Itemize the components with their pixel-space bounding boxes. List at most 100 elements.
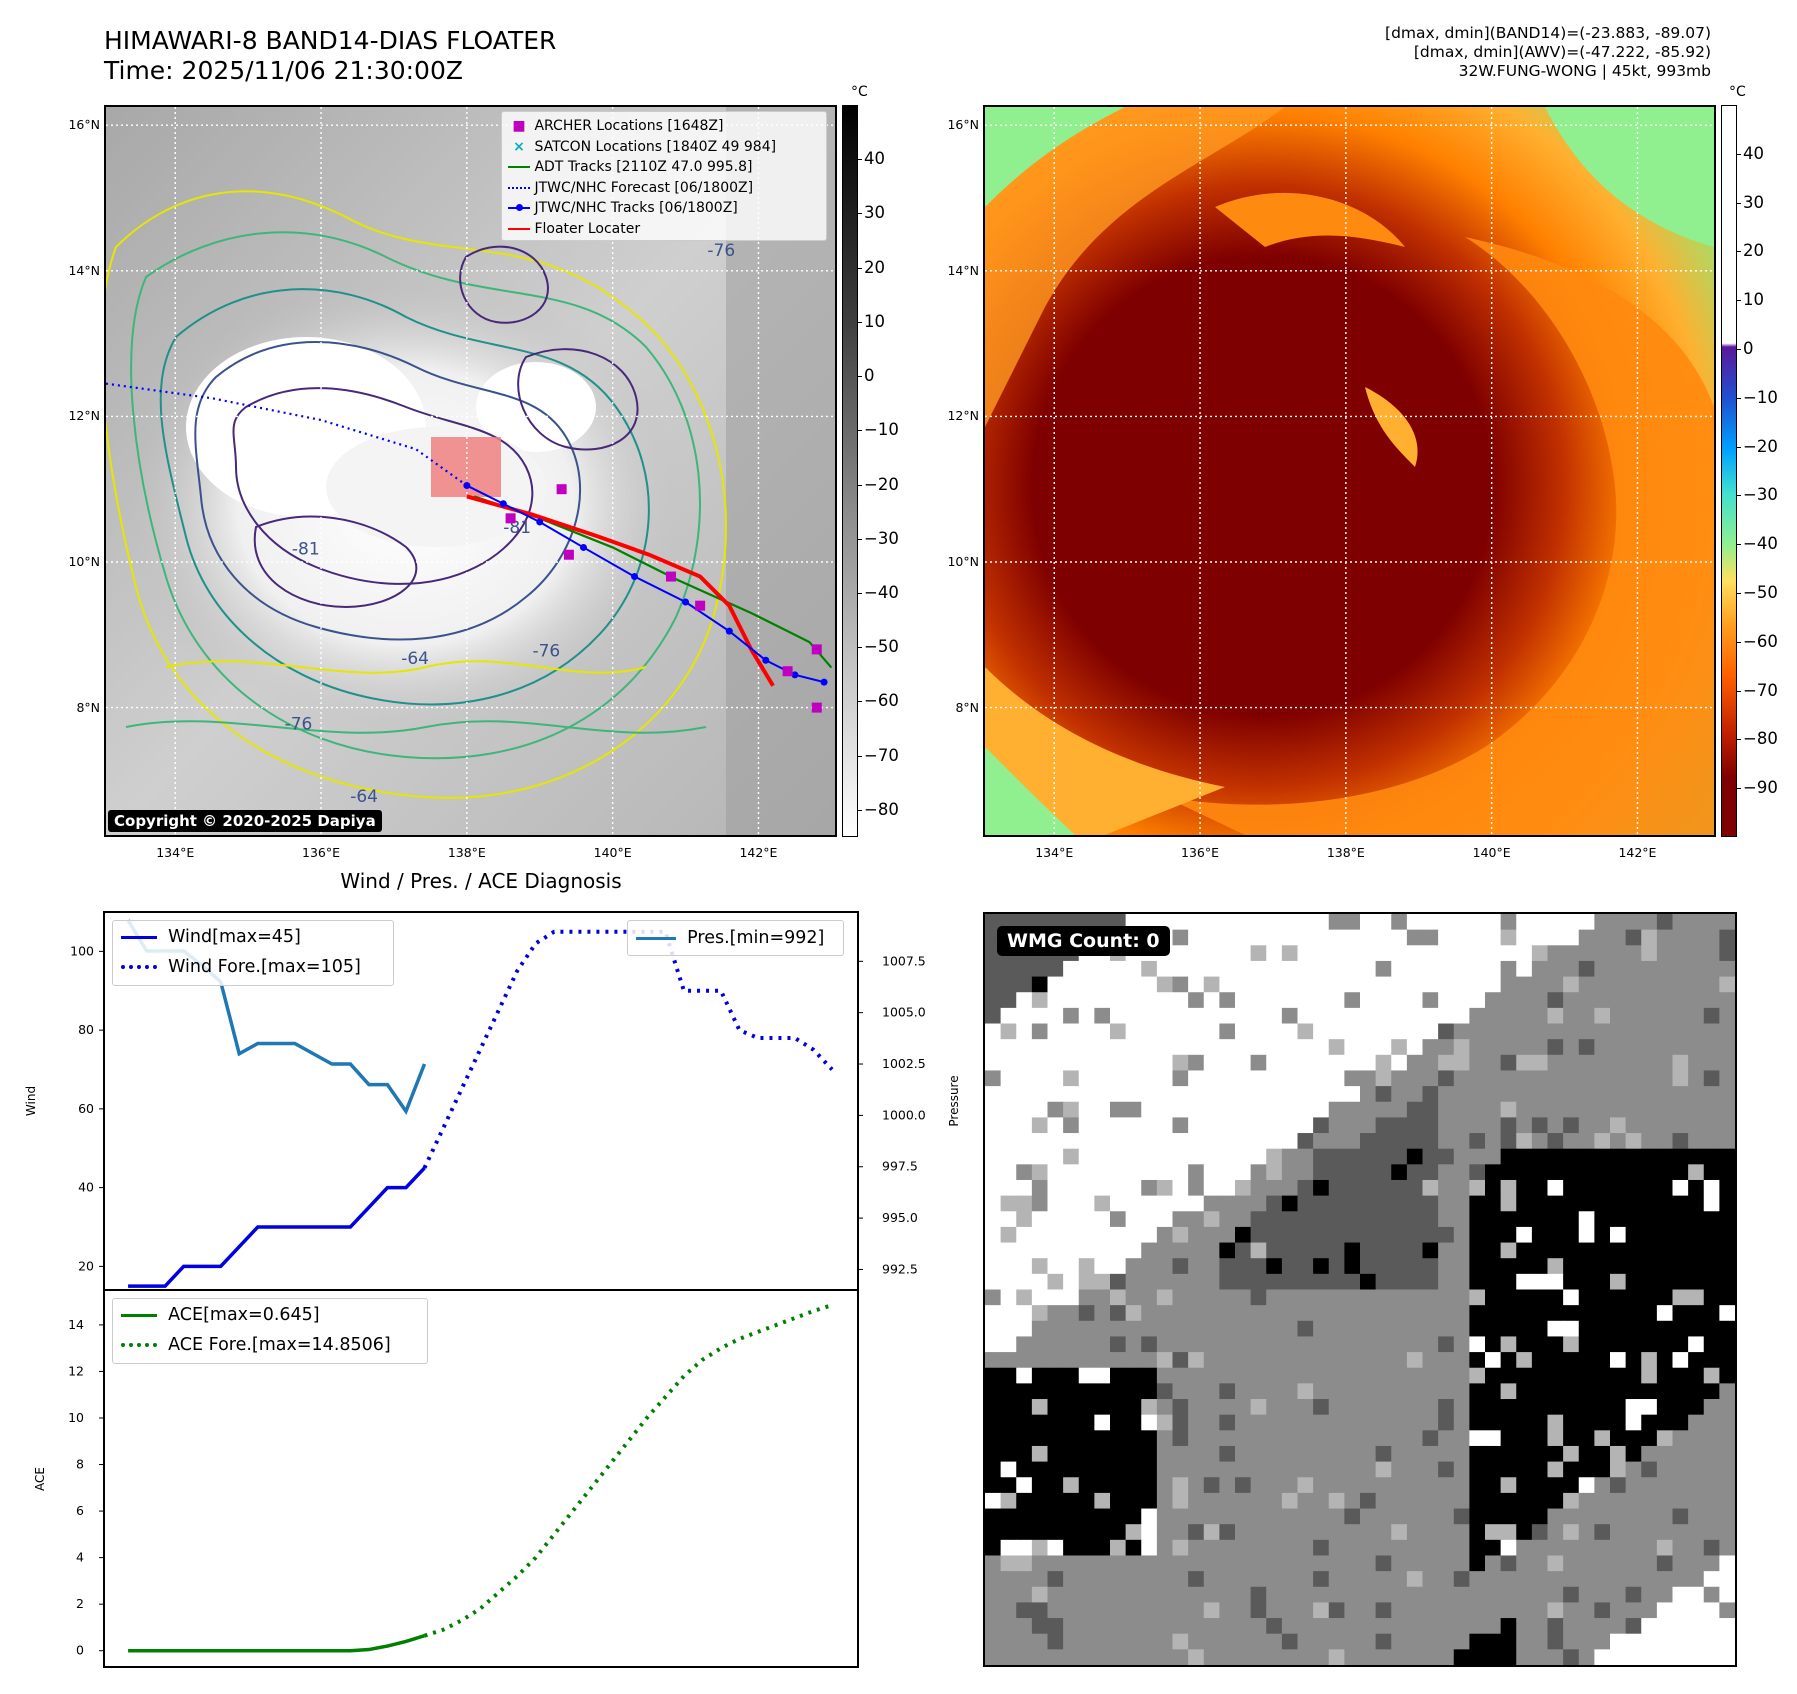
wmg-cell [1031, 1508, 1048, 1525]
wmg-cell [1313, 1430, 1330, 1447]
legend-wind-fore-label: Wind Fore.[max=105] [168, 957, 361, 977]
wmg-cell [1453, 976, 1470, 993]
wmg-cell [1391, 1320, 1408, 1337]
wmg-cell [1594, 1289, 1611, 1306]
wmg-cell [1406, 1258, 1423, 1275]
wmg-cell [1141, 992, 1158, 1009]
wmg-cell [1516, 1508, 1533, 1525]
wmg-cell [1360, 1007, 1377, 1025]
wmg-cell [985, 1007, 1002, 1025]
jtwc-track-point [536, 518, 544, 526]
wmg-cell [1344, 1602, 1361, 1619]
wmg-cell [1125, 1273, 1142, 1290]
wmg-cell [1594, 1602, 1611, 1619]
wmg-cell [1688, 1133, 1705, 1150]
wmg-cell [1703, 1445, 1720, 1463]
wmg-cell [1235, 1336, 1252, 1353]
wmg-cell [1641, 1352, 1658, 1369]
chart-time: Time: 2025/11/06 21:30:00Z [104, 56, 463, 85]
wmg-cell [1203, 1492, 1220, 1510]
wmg-cell [1625, 1258, 1642, 1275]
legend-archer-square-icon: ■ [512, 118, 526, 134]
wmg-cell [1250, 1086, 1267, 1103]
wmg-cell [1360, 1383, 1377, 1400]
wmg-cell [1156, 1414, 1173, 1431]
wmg-cell [1688, 945, 1705, 962]
wmg-cell [1188, 1461, 1205, 1478]
colorbar-tick-label: 0 [1743, 339, 1754, 358]
wmg-cell [1703, 1336, 1720, 1353]
ace-tick-label: 6 [76, 1503, 84, 1518]
wmg-cell [1656, 1430, 1673, 1447]
wmg-cell [1485, 1633, 1502, 1650]
wmg-cell [1516, 1445, 1533, 1463]
wmg-cell [1485, 1492, 1502, 1510]
wmg-cell [1078, 1367, 1095, 1384]
wmg-cell [1438, 1633, 1455, 1650]
wmg-cell [1328, 1195, 1345, 1212]
legend-wind-fore: Wind Fore.[max=105] [121, 952, 385, 982]
wmg-cell [1313, 1039, 1330, 1056]
wmg-cell [1031, 1477, 1048, 1494]
wmg-cell [1235, 1039, 1252, 1056]
wmg-cell [1406, 1070, 1423, 1087]
wmg-cell [1156, 1524, 1173, 1541]
wmg-cell [1406, 1117, 1423, 1134]
wmg-cell [1375, 1539, 1392, 1556]
wmg-cell [1422, 1195, 1439, 1212]
wmg-cell [1563, 1367, 1580, 1384]
wmg-cell [1641, 1445, 1658, 1463]
colorbar-tick-mark [1737, 690, 1741, 692]
wmg-cell [1578, 1211, 1595, 1228]
wmg-cell [1531, 1461, 1548, 1478]
wmg-cell [1391, 929, 1408, 946]
wmg-cell [1172, 1211, 1189, 1228]
wmg-cell [1453, 1305, 1470, 1322]
wmg-cell [1453, 1367, 1470, 1384]
wmg-cell [1328, 1430, 1345, 1447]
wmg-cell [1297, 1070, 1314, 1087]
wmg-cell [1719, 1211, 1735, 1228]
wmg-cell [1313, 1383, 1330, 1400]
wmg-cell [1250, 1148, 1267, 1165]
wmg-cell [1672, 1586, 1689, 1603]
awv-gridlines [985, 107, 1714, 835]
wmg-cell [1172, 1649, 1189, 1665]
wmg-cell [1375, 1367, 1392, 1384]
wmg-cell [1453, 1430, 1470, 1447]
contour-label: -64 [401, 649, 429, 669]
wmg-cell [1328, 1179, 1345, 1197]
wmg-cell [1485, 1320, 1502, 1337]
lat-tick-label: 12°N [947, 408, 979, 424]
wmg-cell [1281, 1367, 1298, 1384]
wmg-cell [1172, 1179, 1189, 1197]
wmg-cell [1406, 1430, 1423, 1447]
wmg-cell [1500, 1070, 1517, 1087]
wmg-cell [1156, 1039, 1173, 1056]
wmg-cell [1344, 1618, 1361, 1635]
wmg-cell [1047, 1289, 1064, 1306]
jtwc-track-point [463, 482, 471, 490]
wmg-cell [1250, 1571, 1267, 1588]
wmg-cell [1406, 1492, 1423, 1510]
wmg-cell [1313, 1571, 1330, 1588]
wmg-cell [1672, 914, 1689, 931]
wmg-cell [1000, 1320, 1017, 1337]
wmg-cell [1563, 960, 1580, 978]
wmg-cell [1360, 976, 1377, 993]
wmg-cell [1125, 1492, 1142, 1510]
wmg-cell [1219, 1539, 1236, 1556]
wmg-cell [1391, 960, 1408, 978]
wmg-cell [1281, 1148, 1298, 1165]
wmg-cell [1094, 1195, 1111, 1212]
legend-pres-line-icon [636, 936, 676, 940]
colorbar-tick-mark [858, 593, 862, 594]
wmg-cell [1219, 1430, 1236, 1447]
wmg-cell [1110, 1555, 1127, 1572]
wmg-cell [1000, 1430, 1017, 1447]
wmg-cell [1641, 1258, 1658, 1275]
wmg-cell [1063, 1618, 1080, 1635]
wmg-cell [1610, 929, 1627, 946]
wmg-cell [1110, 1649, 1127, 1665]
wmg-cell [1422, 1054, 1439, 1071]
